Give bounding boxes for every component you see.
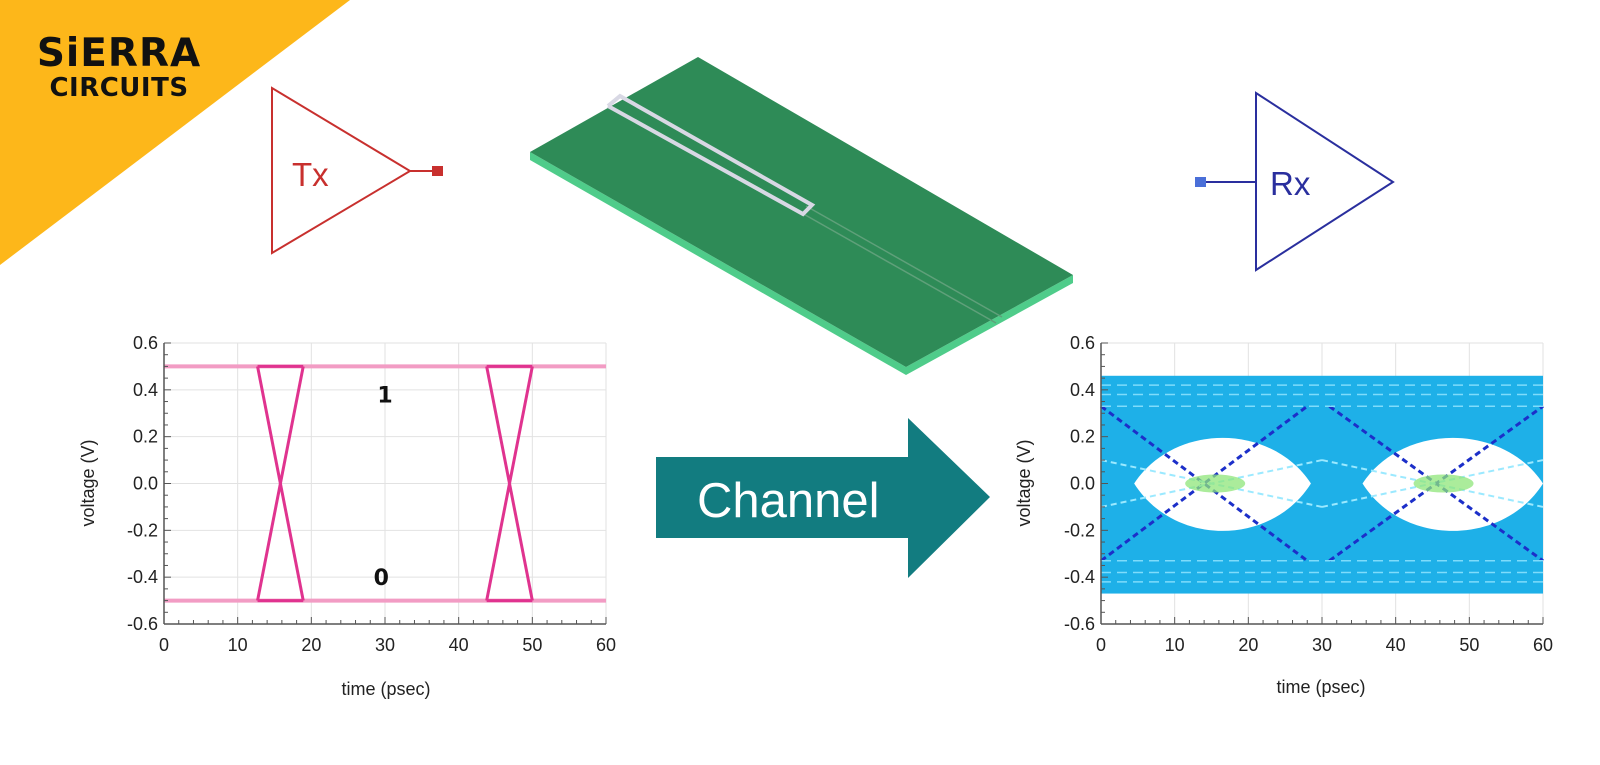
signal-trace bbox=[256, 366, 305, 601]
x-tick-label: 20 bbox=[301, 635, 321, 655]
x-tick-label: 50 bbox=[1459, 635, 1479, 655]
x-axis-title: time (psec) bbox=[341, 679, 430, 699]
x-tick-label: 30 bbox=[375, 635, 395, 655]
transmitter-label: Tx bbox=[292, 156, 329, 193]
y-axis-title: voltage (V) bbox=[1014, 439, 1034, 526]
crossing-highlight bbox=[1185, 474, 1246, 493]
y-tick-label: 0.6 bbox=[1070, 333, 1095, 353]
receiver-symbol: Rx bbox=[1195, 91, 1395, 272]
y-tick-label: 0.0 bbox=[133, 474, 158, 494]
y-tick-label: 0.4 bbox=[133, 380, 158, 400]
y-tick-label: -0.2 bbox=[1064, 520, 1095, 540]
trace-outline-icon bbox=[606, 93, 816, 217]
x-tick-label: 30 bbox=[1312, 635, 1332, 655]
y-tick-label: 0.4 bbox=[1070, 380, 1095, 400]
y-tick-label: 0.0 bbox=[1070, 474, 1095, 494]
channel-label: Channel bbox=[697, 474, 880, 528]
y-tick-label: 0.6 bbox=[133, 333, 158, 353]
y-tick-label: -0.6 bbox=[127, 614, 158, 634]
received-trace bbox=[1100, 405, 1309, 562]
crossing-highlight bbox=[1413, 474, 1474, 493]
bit-annotation: 1 bbox=[377, 384, 392, 409]
x-tick-label: 60 bbox=[596, 635, 616, 655]
y-tick-label: -0.6 bbox=[1064, 614, 1095, 634]
receiver-label: Rx bbox=[1270, 165, 1311, 202]
y-axis-title: voltage (V) bbox=[78, 439, 98, 526]
x-tick-label: 10 bbox=[1165, 635, 1185, 655]
y-tick-label: -0.4 bbox=[1064, 567, 1095, 587]
y-tick-label: -0.2 bbox=[127, 520, 158, 540]
y-tick-label: 0.2 bbox=[133, 427, 158, 447]
bit-annotation: 0 bbox=[374, 566, 389, 591]
x-tick-label: 60 bbox=[1533, 635, 1553, 655]
x-axis-title: time (psec) bbox=[1276, 677, 1365, 697]
x-tick-label: 40 bbox=[449, 635, 469, 655]
rx-eye-diagram-chart: time (psec) voltage (V) 0 10 20 30 40 50 60 0.6… bbox=[1014, 333, 1553, 697]
x-tick-label: 0 bbox=[1096, 635, 1106, 655]
channel-arrow: Channel bbox=[656, 418, 990, 578]
signal-trace bbox=[485, 366, 534, 601]
tx-eye-diagram-chart: time (psec) voltage (V) 100 10 20 30 40 50 600… bbox=[78, 333, 616, 699]
x-tick-label: 40 bbox=[1386, 635, 1406, 655]
y-tick-label: -0.4 bbox=[127, 567, 158, 587]
logo-line-2: CIRCUITS bbox=[49, 73, 189, 103]
sierra-circuits-logo[interactable]: SiERRA CIRCUITS bbox=[14, 34, 224, 101]
logo-corner-shape bbox=[0, 0, 350, 265]
x-tick-label: 20 bbox=[1238, 635, 1258, 655]
x-tick-label: 10 bbox=[228, 635, 248, 655]
x-tick-label: 0 bbox=[159, 635, 169, 655]
y-tick-label: 0.2 bbox=[1070, 427, 1095, 447]
transmitter-symbol: Tx bbox=[271, 86, 443, 255]
received-trace bbox=[1100, 405, 1309, 562]
pcb-trace-board bbox=[530, 57, 1073, 375]
x-tick-label: 50 bbox=[522, 635, 542, 655]
logo-line-1: SiERRA bbox=[36, 31, 202, 76]
